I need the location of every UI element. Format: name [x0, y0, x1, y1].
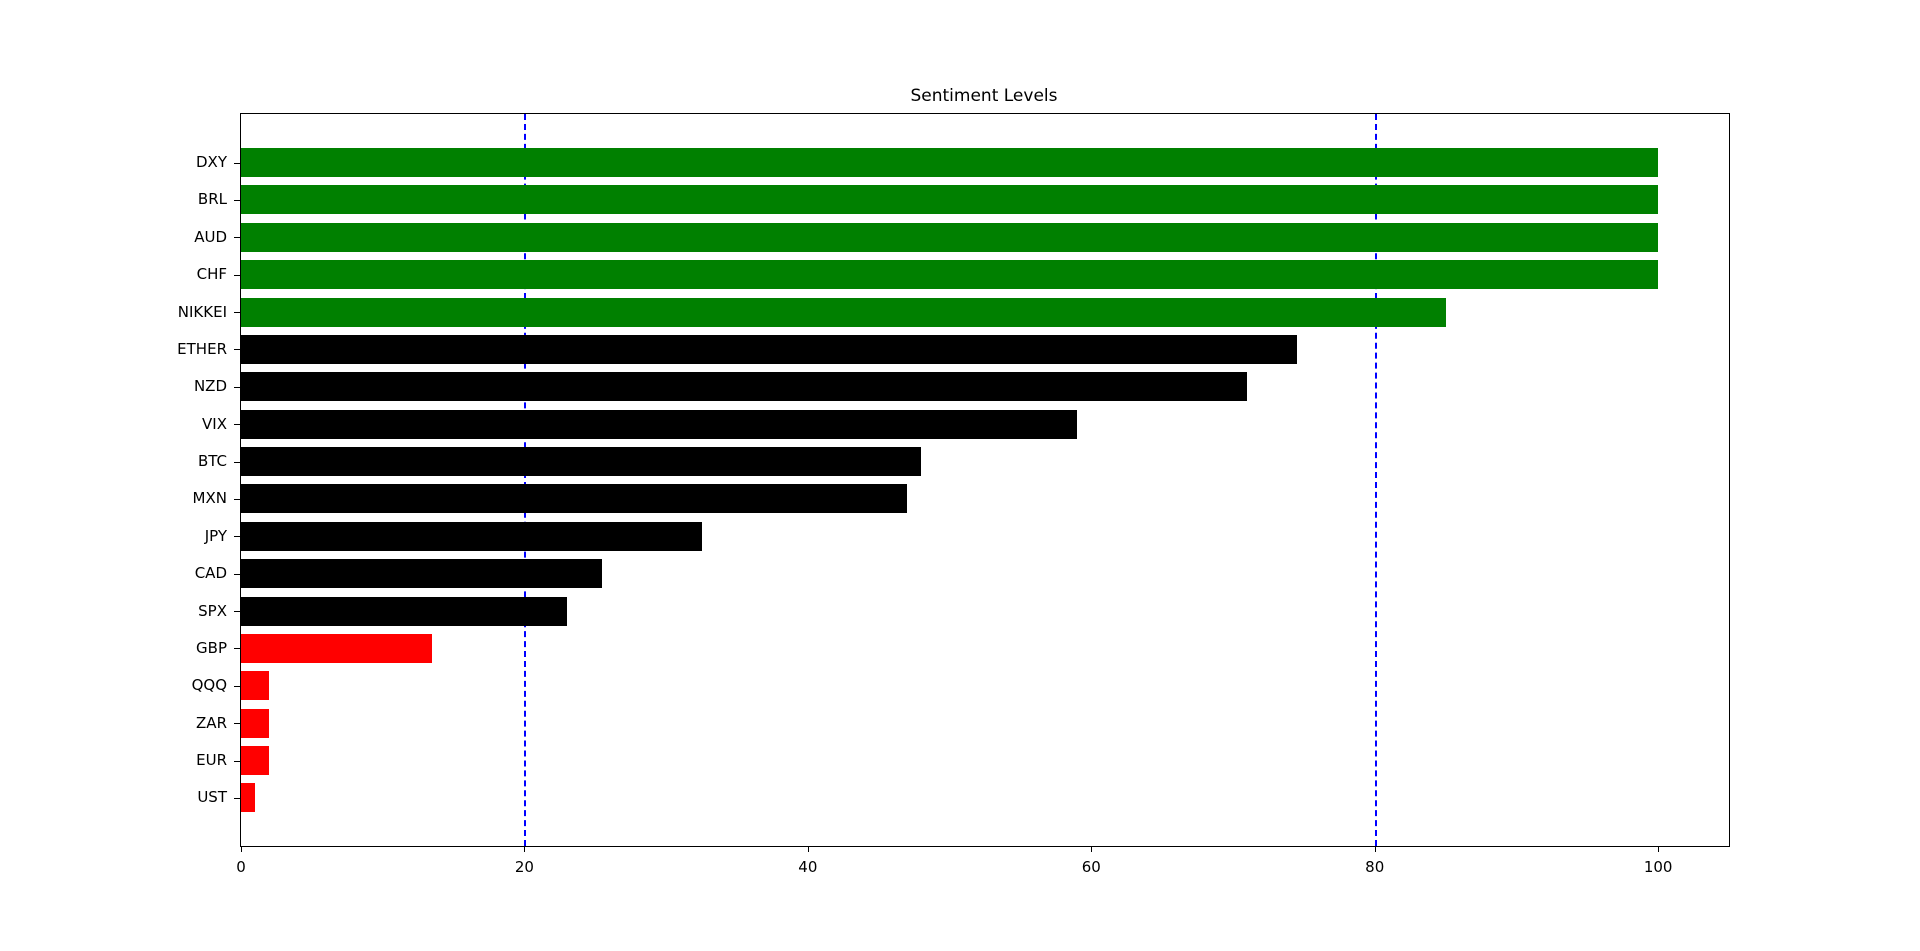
y-tick-mark-jpy: [234, 536, 240, 538]
bar-btc: [241, 447, 922, 477]
bar-nikkei: [241, 297, 1446, 327]
y-tick-label-cad: CAD: [194, 564, 227, 583]
y-tick-label-eur: EUR: [196, 751, 227, 770]
y-tick-mark-mxn: [234, 498, 240, 500]
bar-dxy: [241, 148, 1659, 177]
y-tick-mark-zar: [234, 723, 240, 725]
y-tick-mark-ether: [234, 349, 240, 351]
y-tick-label-zar: ZAR: [196, 713, 227, 732]
bar-cad: [241, 559, 603, 589]
y-tick-mark-qqq: [234, 685, 240, 687]
y-tick-mark-brl: [234, 199, 240, 201]
x-tick-mark-40: [807, 846, 809, 852]
bar-ether: [241, 334, 1297, 364]
bar-jpy: [241, 521, 702, 551]
y-tick-label-chf: CHF: [196, 265, 227, 284]
y-tick-label-gbp: GBP: [196, 638, 227, 657]
y-tick-mark-spx: [234, 611, 240, 613]
bar-vix: [241, 409, 1078, 439]
y-tick-mark-cad: [234, 573, 240, 575]
x-tick-label-80: 80: [1365, 858, 1385, 876]
x-tick-mark-100: [1658, 846, 1660, 852]
y-tick-mark-vix: [234, 424, 240, 426]
y-tick-label-qqq: QQQ: [191, 676, 227, 695]
x-tick-label-40: 40: [798, 858, 818, 876]
bar-zar: [241, 708, 270, 738]
y-tick-label-aud: AUD: [194, 227, 227, 246]
y-tick-label-ust: UST: [197, 788, 227, 807]
y-tick-label-ether: ETHER: [177, 339, 227, 358]
bar-spx: [241, 596, 567, 626]
y-tick-mark-nzd: [234, 386, 240, 388]
bar-nzd: [241, 372, 1248, 402]
y-tick-label-jpy: JPY: [204, 526, 227, 545]
x-tick-mark-0: [241, 846, 242, 852]
x-tick-label-0: 0: [236, 858, 246, 876]
x-tick-label-60: 60: [1081, 858, 1101, 876]
y-tick-label-nikkei: NIKKEI: [177, 302, 227, 321]
y-tick-label-brl: BRL: [197, 190, 227, 209]
y-tick-mark-ust: [234, 797, 240, 799]
bar-brl: [241, 185, 1659, 215]
bar-ust: [241, 783, 256, 813]
bar-chf: [241, 260, 1659, 290]
y-tick-mark-dxy: [234, 162, 240, 164]
threshold-line-20: [524, 114, 527, 846]
y-tick-label-vix: VIX: [202, 414, 227, 433]
x-tick-mark-80: [1374, 846, 1376, 852]
y-tick-label-spx: SPX: [198, 601, 227, 620]
y-tick-mark-chf: [234, 274, 240, 276]
y-tick-mark-eur: [234, 760, 240, 762]
y-tick-mark-aud: [234, 237, 240, 239]
x-tick-mark-60: [1091, 846, 1093, 852]
y-tick-mark-nikkei: [234, 312, 240, 314]
x-tick-mark-20: [524, 846, 526, 852]
y-tick-mark-gbp: [234, 648, 240, 650]
chart-title: Sentiment Levels: [910, 86, 1058, 106]
bar-mxn: [241, 484, 908, 514]
y-tick-label-mxn: MXN: [192, 489, 227, 508]
y-tick-label-btc: BTC: [197, 452, 227, 471]
plot-area: DXY BRL AUD CHF NIKKEI ETHER NZD VIX BTC MXN JPY CA…: [177, 113, 1730, 876]
bar-aud: [241, 222, 1659, 252]
y-tick-mark-btc: [234, 461, 240, 463]
bar-qqq: [241, 671, 270, 701]
y-tick-label-dxy: DXY: [196, 153, 227, 171]
bar-eur: [241, 746, 270, 776]
threshold-line-80: [1374, 114, 1377, 846]
y-tick-label-nzd: NZD: [193, 377, 227, 396]
x-tick-label-100: 100: [1643, 858, 1673, 876]
bar-gbp: [241, 633, 433, 663]
x-tick-label-20: 20: [514, 858, 534, 876]
